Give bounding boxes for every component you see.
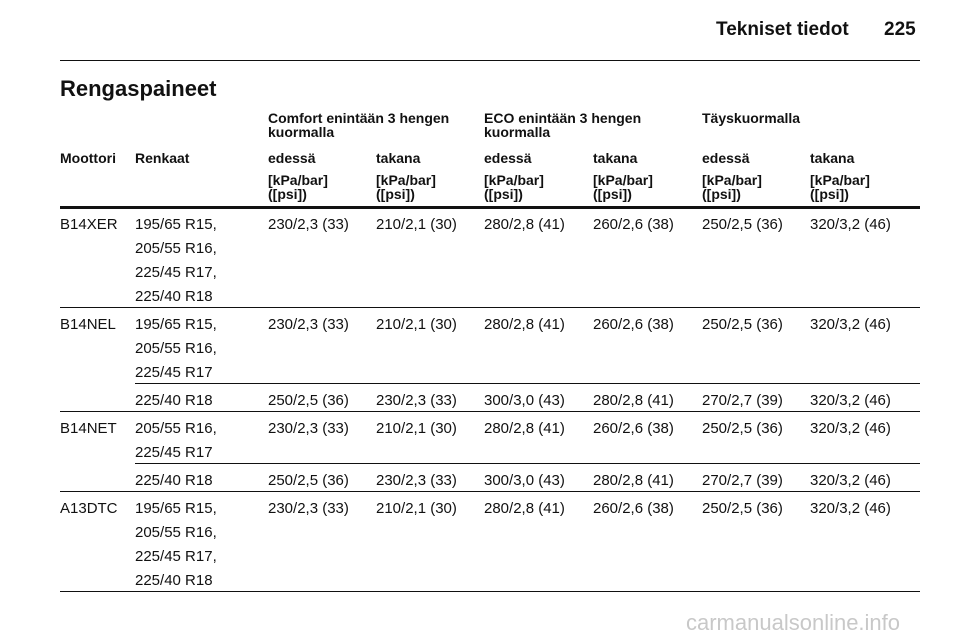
pressure-value: 270/2,7 (39) (702, 472, 783, 489)
column-header: Moottori (60, 150, 116, 166)
pressure-value: 260/2,6 (38) (593, 216, 674, 233)
pressure-value: 270/2,7 (39) (702, 392, 783, 409)
pressure-value: 210/2,1 (30) (376, 500, 457, 517)
group-header: Comfort enintään 3 hengen kuormalla (268, 110, 450, 140)
column-header: takana (810, 150, 855, 166)
watermark: carmanualsonline.info (686, 610, 901, 635)
pressure-value: 250/2,5 (36) (268, 392, 349, 409)
pressure-value: 300/3,0 (43) (484, 392, 565, 409)
pressure-value: 320/3,2 (46) (810, 216, 891, 233)
engine: B14NET (60, 420, 117, 437)
column-header: takana (376, 150, 421, 166)
column-header: edessä (268, 150, 316, 166)
pressure-value: 230/2,3 (33) (268, 500, 349, 517)
unit-label: [kPa/bar] (484, 172, 544, 188)
pressure-value: 280/2,8 (41) (484, 316, 565, 333)
pressure-value: 230/2,3 (33) (376, 392, 457, 409)
pressure-value: 280/2,8 (41) (593, 392, 674, 409)
tyre-size: 205/55 R16, (135, 420, 217, 437)
page-number: 225 (884, 19, 916, 40)
pressure-value: 210/2,1 (30) (376, 216, 457, 233)
group-rule (60, 307, 920, 308)
section-title: Tekniset tiedot (716, 19, 849, 40)
unit-label: ([psi]) (268, 186, 307, 202)
tyre-size: 225/40 R18 (135, 472, 213, 489)
tyre-size: 205/55 R16, (135, 524, 217, 541)
pressure-value: 320/3,2 (46) (810, 500, 891, 517)
tyre-size: 225/45 R17, (135, 264, 217, 281)
unit-label: [kPa/bar] (268, 172, 328, 188)
unit-label: ([psi]) (702, 186, 741, 202)
tyre-size: 225/45 R17 (135, 444, 213, 461)
tyre-size: 225/40 R18 (135, 288, 213, 305)
tyre-size: 205/55 R16, (135, 340, 217, 357)
tyre-size: 225/45 R17 (135, 364, 213, 381)
pressure-value: 250/2,5 (36) (268, 472, 349, 489)
unit-label: ([psi]) (376, 186, 415, 202)
unit-label: [kPa/bar] (376, 172, 436, 188)
row-rule (135, 463, 920, 464)
group-rule (60, 591, 920, 592)
unit-label: [kPa/bar] (810, 172, 870, 188)
unit-label: [kPa/bar] (702, 172, 762, 188)
tyre-size: 195/65 R15, (135, 216, 217, 233)
pressure-value: 250/2,5 (36) (702, 216, 783, 233)
tyre-size: 225/40 R18 (135, 392, 213, 409)
column-header: edessä (702, 150, 750, 166)
unit-label: ([psi]) (593, 186, 632, 202)
pressure-value: 300/3,0 (43) (484, 472, 565, 489)
pressure-value: 250/2,5 (36) (702, 420, 783, 437)
tyre-size: 225/45 R17, (135, 548, 217, 565)
pressure-value: 250/2,5 (36) (702, 500, 783, 517)
pressure-value: 230/2,3 (33) (268, 420, 349, 437)
unit-label: ([psi]) (484, 186, 523, 202)
pressure-value: 320/3,2 (46) (810, 392, 891, 409)
tyre-size: 205/55 R16, (135, 240, 217, 257)
group-header: ECO enintään 3 hengen kuormalla (484, 110, 642, 140)
pressure-value: 280/2,8 (41) (484, 420, 565, 437)
tyre-size: 195/65 R15, (135, 316, 217, 333)
pressure-value: 260/2,6 (38) (593, 420, 674, 437)
pressure-value: 260/2,6 (38) (593, 500, 674, 517)
engine: A13DTC (60, 500, 118, 517)
pressure-value: 260/2,6 (38) (593, 316, 674, 333)
pressure-value: 280/2,8 (41) (484, 216, 565, 233)
engine: B14XER (60, 216, 118, 233)
unit-label: ([psi]) (810, 186, 849, 202)
page-title: Rengaspaineet (60, 76, 217, 101)
pressure-value: 320/3,2 (46) (810, 316, 891, 333)
row-rule (135, 383, 920, 384)
engine: B14NEL (60, 316, 116, 333)
pressure-value: 280/2,8 (41) (593, 472, 674, 489)
header-rule (60, 206, 920, 209)
group-rule (60, 491, 920, 492)
tyre-size: 225/40 R18 (135, 572, 213, 589)
pressure-value: 250/2,5 (36) (702, 316, 783, 333)
pressure-value: 230/2,3 (33) (268, 316, 349, 333)
column-header: takana (593, 150, 638, 166)
pressure-value: 320/3,2 (46) (810, 420, 891, 437)
column-header: edessä (484, 150, 532, 166)
group-rule (60, 411, 920, 412)
unit-label: [kPa/bar] (593, 172, 653, 188)
column-header: Renkaat (135, 150, 190, 166)
tyre-size: 195/65 R15, (135, 500, 217, 517)
group-header: Täyskuormalla (702, 110, 801, 126)
pressure-value: 230/2,3 (33) (268, 216, 349, 233)
pressure-value: 230/2,3 (33) (376, 472, 457, 489)
header-rule (60, 60, 920, 61)
pressure-value: 320/3,2 (46) (810, 472, 891, 489)
pressure-value: 280/2,8 (41) (484, 500, 565, 517)
pressure-value: 210/2,1 (30) (376, 316, 457, 333)
pressure-value: 210/2,1 (30) (376, 420, 457, 437)
